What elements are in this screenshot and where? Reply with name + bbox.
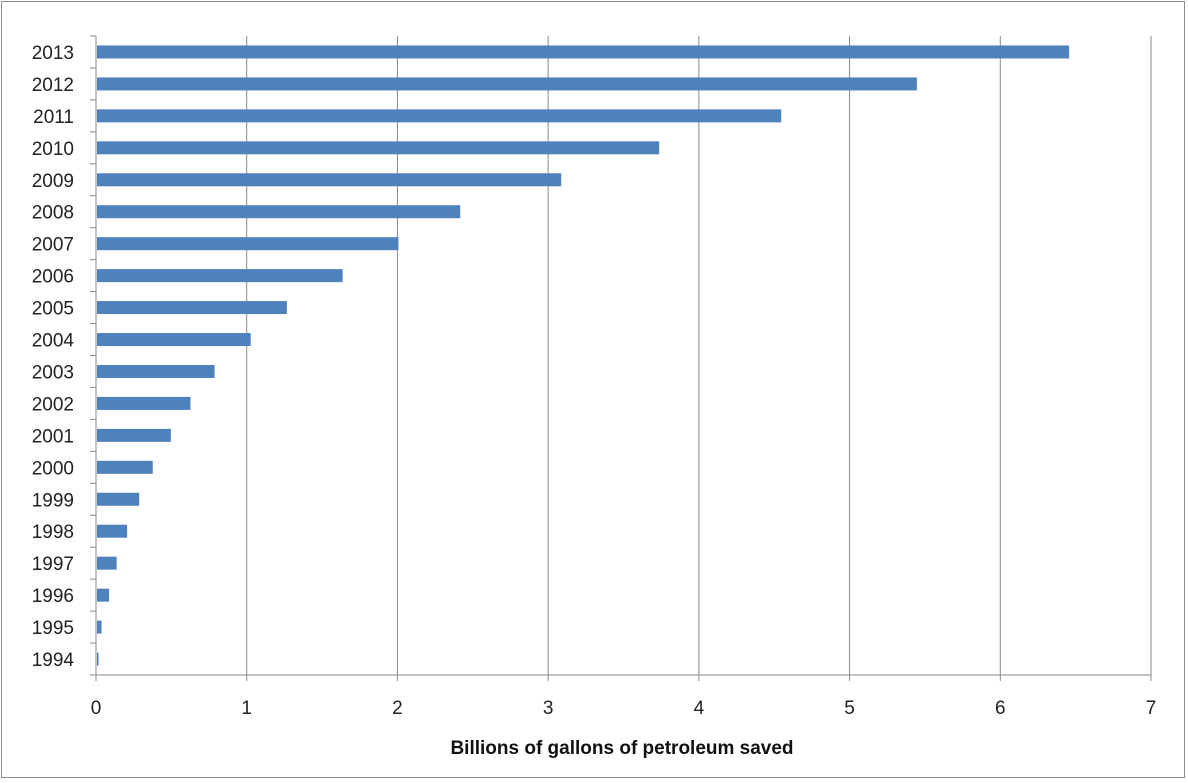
- bar-2010: [97, 141, 659, 154]
- bar-2011: [97, 109, 781, 122]
- y-tick-label: 1997: [32, 554, 74, 575]
- bar-1996: [97, 589, 109, 602]
- bar-2012: [97, 77, 917, 90]
- bar-2000: [97, 461, 153, 474]
- bar-2004: [97, 333, 251, 346]
- bar-2003: [97, 365, 215, 378]
- y-tick-label: 1999: [32, 490, 74, 511]
- bars: [97, 45, 1069, 665]
- x-tick-label: 4: [694, 698, 705, 719]
- x-tick-label: 1: [241, 698, 252, 719]
- y-tick-label: 2010: [32, 139, 74, 160]
- y-tick-label: 2011: [33, 107, 74, 128]
- bar-2005: [97, 301, 287, 314]
- y-tick-label: 2009: [32, 171, 74, 192]
- y-tick-label: 2004: [32, 331, 75, 352]
- y-tick-label: 2012: [32, 75, 74, 96]
- y-tick-label: 1996: [32, 586, 74, 607]
- bar-2001: [97, 429, 171, 442]
- y-tick-label: 2008: [32, 203, 74, 224]
- bar-2002: [97, 397, 190, 410]
- x-tick-label: 3: [543, 698, 554, 719]
- y-tick-label: 2013: [32, 43, 74, 64]
- bar-1994: [97, 653, 99, 666]
- bar-1999: [97, 493, 139, 506]
- gridlines: [247, 36, 1151, 675]
- bar-1997: [97, 557, 117, 570]
- y-tick-label: 1998: [32, 522, 74, 543]
- bar-2009: [97, 173, 561, 186]
- y-tick-label: 2000: [32, 458, 74, 479]
- bar-2007: [97, 237, 398, 250]
- x-tick-label: 5: [844, 698, 855, 719]
- x-tick-label: 2: [392, 698, 403, 719]
- x-tick-label: 7: [1146, 698, 1157, 719]
- y-tick-label: 1995: [32, 618, 74, 639]
- y-tick-label: 2002: [32, 394, 74, 415]
- bar-2008: [97, 205, 460, 218]
- x-tick-label: 0: [91, 698, 102, 719]
- y-tick-label: 2006: [32, 267, 74, 288]
- y-tick-label: 2003: [32, 362, 74, 383]
- y-tick-label: 2007: [32, 235, 74, 256]
- y-tick-label: 2005: [32, 299, 74, 320]
- x-tick-label: 6: [995, 698, 1006, 719]
- bar-1998: [97, 525, 127, 538]
- y-tick-label: 1994: [32, 650, 75, 671]
- bar-2006: [97, 269, 343, 282]
- x-axis-title: Billions of gallons of petroleum saved: [450, 738, 793, 759]
- x-tick-labels: 0 1 2 3 4 5 6 7: [91, 698, 1157, 719]
- bar-1995: [97, 621, 102, 634]
- y-tick-label: 2001: [32, 426, 74, 447]
- y-tick-labels: 1994 1995 1996 1997 1998 1999 2000 2001 2002 2003…: [32, 43, 75, 671]
- axes: [90, 36, 1151, 681]
- bar-2013: [97, 45, 1069, 58]
